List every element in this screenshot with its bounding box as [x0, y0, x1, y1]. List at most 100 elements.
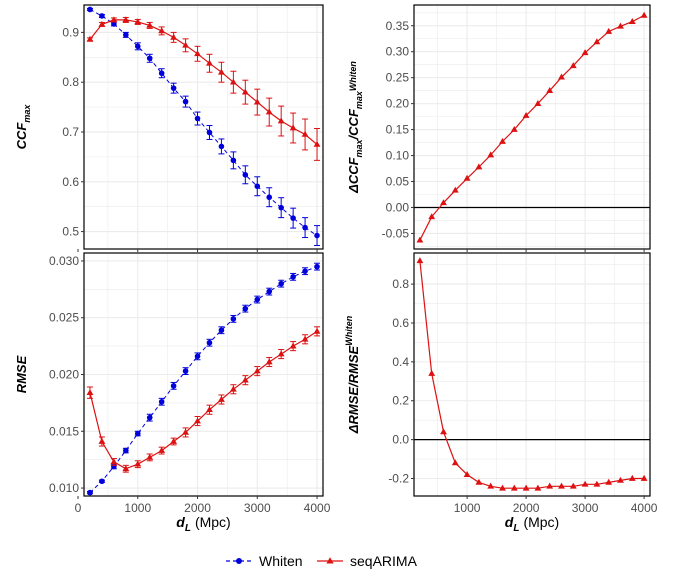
panel-dccf: -0.05 0.00 0.05 0.10 0.15 0.20 0.25 0.30 0.35 [382, 4, 651, 252]
y-tick-label: 0.2 [392, 394, 409, 408]
data-point [86, 35, 94, 42]
y-tick-label: 0.0 [392, 433, 409, 447]
data-point [266, 194, 273, 201]
data-point [499, 484, 506, 491]
data-point [253, 98, 261, 105]
data-point [289, 124, 297, 131]
data-point [451, 459, 459, 466]
data-point [98, 20, 106, 27]
x-tick-label: 4000 [631, 501, 658, 515]
data-point [428, 213, 436, 220]
data-point [206, 129, 213, 136]
series-line [419, 14, 645, 241]
data-point [277, 117, 285, 124]
x-tick-label: 2000 [184, 501, 211, 515]
x-tick-label: 4000 [304, 501, 331, 515]
data-point [581, 49, 589, 56]
data-point [229, 78, 237, 85]
y-tick-label: -0.05 [382, 226, 410, 240]
data-point [99, 13, 105, 19]
data-point [475, 163, 483, 170]
data-point [158, 398, 165, 405]
x-tick-label: 2000 [513, 501, 540, 515]
data-point [314, 232, 320, 239]
panel-border [413, 4, 651, 250]
data-point [182, 98, 189, 105]
data-point [170, 33, 178, 40]
data-point [86, 389, 94, 396]
data-point [182, 428, 189, 435]
data-point [134, 460, 142, 467]
y-tick-label: 0.10 [386, 149, 410, 163]
data-point [182, 41, 189, 48]
data-point [475, 478, 483, 485]
data-point [194, 353, 201, 360]
y-tick-label: 0.20 [386, 97, 410, 111]
data-point [146, 21, 154, 28]
data-point [87, 6, 93, 13]
data-point [290, 274, 296, 280]
data-point [605, 478, 613, 485]
data-point [569, 482, 577, 489]
x-tick-label: 0 [75, 501, 82, 515]
y-tick-label: 0.010 [49, 481, 79, 495]
data-point [522, 484, 530, 491]
data-point [558, 73, 565, 80]
series-seqarima [416, 11, 648, 243]
data-point [593, 480, 601, 487]
panel-drmse: -0.2 0.0 0.2 0.4 0.6 0.8 1000 2000 3000 4000 [388, 252, 658, 515]
data-point [206, 406, 213, 413]
y-tick-label: 0.8 [62, 75, 79, 89]
data-point [569, 62, 577, 69]
data-point [302, 224, 308, 231]
data-point [313, 140, 321, 147]
y-axis-label-ccf: CCFmax [14, 104, 32, 150]
panel-border [83, 4, 324, 250]
x-tick-label: 1000 [454, 501, 481, 515]
data-point [230, 316, 237, 322]
data-point [278, 204, 284, 211]
legend-marker [326, 557, 334, 564]
data-point [146, 55, 153, 62]
data-point [290, 215, 296, 221]
data-point [122, 465, 130, 472]
data-point [278, 280, 284, 287]
legend-item-seqarima: seqARIMA [317, 553, 418, 569]
data-point [134, 43, 141, 50]
data-point [206, 59, 213, 66]
data-point [605, 27, 613, 34]
y-tick-label: 0.7 [62, 125, 79, 139]
data-point [463, 174, 471, 181]
data-point [487, 482, 495, 489]
data-point [301, 130, 309, 137]
data-point [122, 16, 130, 23]
x-tick-label: 3000 [572, 501, 599, 515]
data-point [265, 108, 273, 115]
data-point [510, 125, 518, 132]
legend-label: seqARIMA [350, 553, 418, 569]
x-tick-label: 1000 [124, 501, 151, 515]
panel-ccf: 0.5 0.6 0.7 0.8 0.9 [62, 4, 324, 252]
data-point [546, 482, 554, 489]
data-point [628, 18, 636, 24]
y-tick-label: 0.5 [62, 225, 79, 239]
y-tick-label: 0.025 [49, 311, 79, 325]
data-point [289, 342, 297, 349]
data-point [534, 484, 542, 491]
y-tick-label: 0.35 [386, 19, 410, 33]
data-point [158, 446, 166, 453]
data-point [123, 32, 129, 38]
data-point [98, 437, 106, 444]
data-point [593, 38, 601, 45]
data-point [158, 70, 165, 77]
data-point [111, 21, 117, 27]
legend-label: Whiten [259, 553, 303, 569]
y-tick-label: 0.8 [392, 277, 409, 291]
data-point [313, 327, 321, 334]
series-seqarima [86, 16, 321, 161]
legend-item-whiten: Whiten [226, 553, 303, 569]
data-point [510, 484, 518, 491]
y-tick-label: 0.30 [386, 45, 410, 59]
data-point [99, 478, 105, 485]
data-point [229, 385, 237, 392]
